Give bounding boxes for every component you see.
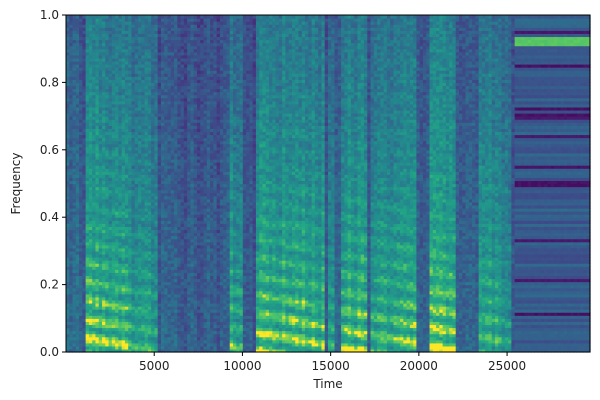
plot-area [65, 14, 591, 353]
y-tick-label: 0.0 [40, 345, 59, 359]
x-axis-label: Time [312, 377, 342, 391]
x-tick-label: 15000 [312, 359, 350, 373]
y-tick-label: 0.2 [40, 278, 59, 292]
x-tick-label: 10000 [223, 359, 261, 373]
x-axis: 5000 10000 15000 20000 25000 [139, 352, 526, 373]
y-axis: 0.0 0.2 0.4 0.6 0.8 1.0 [40, 8, 66, 359]
y-tick-label: 0.8 [40, 75, 59, 89]
x-tick-label: 5000 [139, 359, 170, 373]
y-axis-label: Frequency [9, 153, 23, 215]
y-tick-label: 0.4 [40, 210, 59, 224]
spectrogram-cells [66, 15, 591, 353]
x-tick-label: 25000 [488, 359, 526, 373]
x-tick-label: 20000 [400, 359, 438, 373]
y-tick-label: 1.0 [40, 8, 59, 22]
plot-frame [65, 14, 591, 353]
y-tick-label: 0.6 [40, 143, 59, 157]
